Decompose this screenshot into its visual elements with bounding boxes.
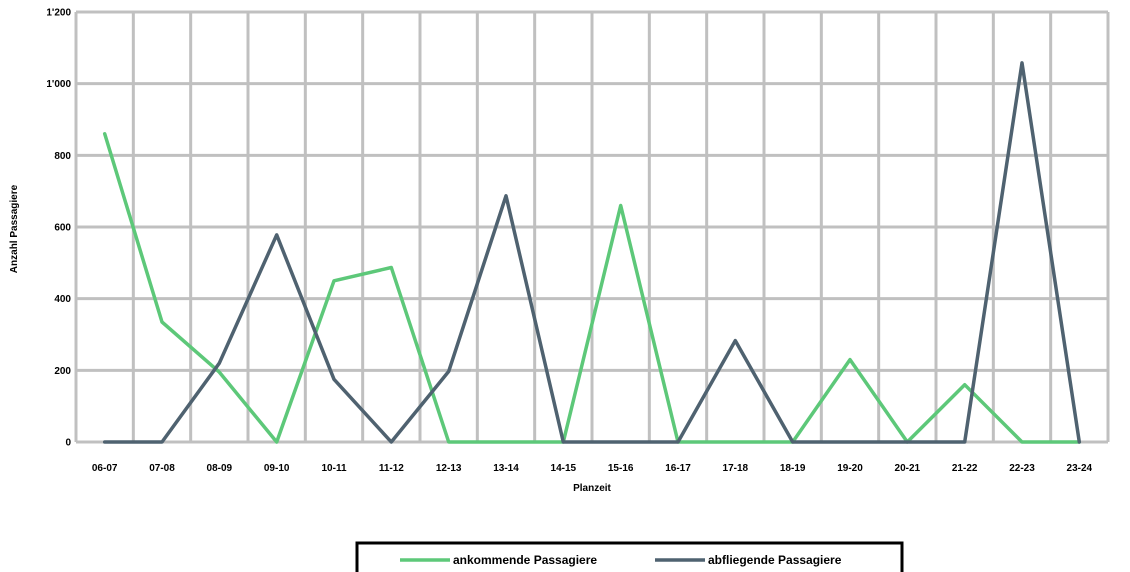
legend-items: ankommende Passagiere abfliegende Passagi… xyxy=(400,553,842,567)
x-tick-label: 23-24 xyxy=(1067,463,1093,474)
y-tick-label: 1'200 xyxy=(46,8,71,19)
y-tick-label: 600 xyxy=(54,223,71,234)
x-axis-ticks: 06-07 07-08 08-09 09-10 10-11 11-12 12-13 13-14… xyxy=(92,463,1093,474)
legend-label: ankommende Passagiere xyxy=(453,553,597,567)
gridlines xyxy=(74,10,1110,444)
x-tick-label: 18-19 xyxy=(780,463,806,474)
x-tick-label: 14-15 xyxy=(551,463,577,474)
y-tick-label: 200 xyxy=(54,366,71,377)
legend-label: abfliegende Passagiere xyxy=(708,553,842,567)
x-tick-label: 19-20 xyxy=(837,463,863,474)
x-tick-label: 08-09 xyxy=(207,463,233,474)
y-tick-label: 400 xyxy=(54,294,71,305)
series-line-1 xyxy=(102,132,1082,444)
x-axis-title: Planzeit xyxy=(573,483,611,494)
series-lines xyxy=(102,61,1082,444)
legend: ankommende Passagiere abfliegende Passagi… xyxy=(355,541,904,572)
x-tick-label: 07-08 xyxy=(149,463,175,474)
x-tick-label: 17-18 xyxy=(723,463,749,474)
x-tick-label: 15-16 xyxy=(608,463,634,474)
x-tick-label: 10-11 xyxy=(321,463,346,474)
y-axis-ticks: 0 200 400 600 800 1'000 1'200 xyxy=(46,8,71,449)
y-tick-label: 0 xyxy=(65,438,71,449)
x-tick-label: 11-12 xyxy=(379,463,404,474)
y-tick-label: 800 xyxy=(54,151,71,162)
y-tick-label: 1'000 xyxy=(46,79,71,90)
x-tick-label: 21-22 xyxy=(952,463,978,474)
x-tick-label: 16-17 xyxy=(665,463,691,474)
y-axis-title: Anzahl Passagiere xyxy=(9,184,20,273)
x-tick-label: 09-10 xyxy=(264,463,290,474)
x-tick-label: 06-07 xyxy=(92,463,118,474)
legend-box xyxy=(355,541,904,572)
x-tick-label: 13-14 xyxy=(493,463,519,474)
x-tick-label: 12-13 xyxy=(436,463,462,474)
series-line-2 xyxy=(102,61,1082,444)
x-tick-label: 20-21 xyxy=(895,463,921,474)
x-tick-label: 22-23 xyxy=(1009,463,1035,474)
